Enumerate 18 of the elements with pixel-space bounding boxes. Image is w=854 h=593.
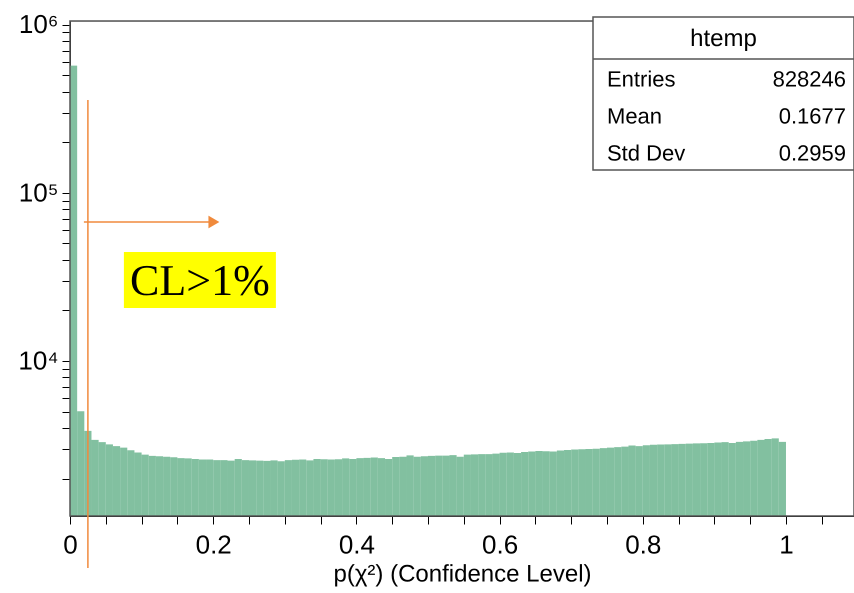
annotation: Entries xyxy=(607,66,676,92)
x-tick-label: 0 xyxy=(63,530,78,560)
annotation: Std Dev xyxy=(607,140,686,166)
ref-line-label: CL>1% xyxy=(130,256,270,305)
x-tick-label: 0.2 xyxy=(196,530,232,560)
annotation: 0.2959 xyxy=(778,140,846,166)
y-tick-label: 10⁶ xyxy=(18,9,58,40)
annotation: 828246 xyxy=(772,66,846,92)
x-tick-label: 0.4 xyxy=(338,530,375,560)
x-tick-label: 1 xyxy=(779,530,794,560)
y-tick-label: 10⁵ xyxy=(18,177,58,208)
x-tick-label: 0.6 xyxy=(482,530,518,560)
annotation: htemp xyxy=(690,25,757,52)
x-tick-label: 0.8 xyxy=(625,530,662,560)
y-tick-label: 10⁴ xyxy=(18,346,58,376)
annotation: 0.1677 xyxy=(778,104,846,128)
x-axis-title: p(χ²) (Confidence Level) xyxy=(333,560,592,588)
annotation: Mean xyxy=(607,104,662,128)
